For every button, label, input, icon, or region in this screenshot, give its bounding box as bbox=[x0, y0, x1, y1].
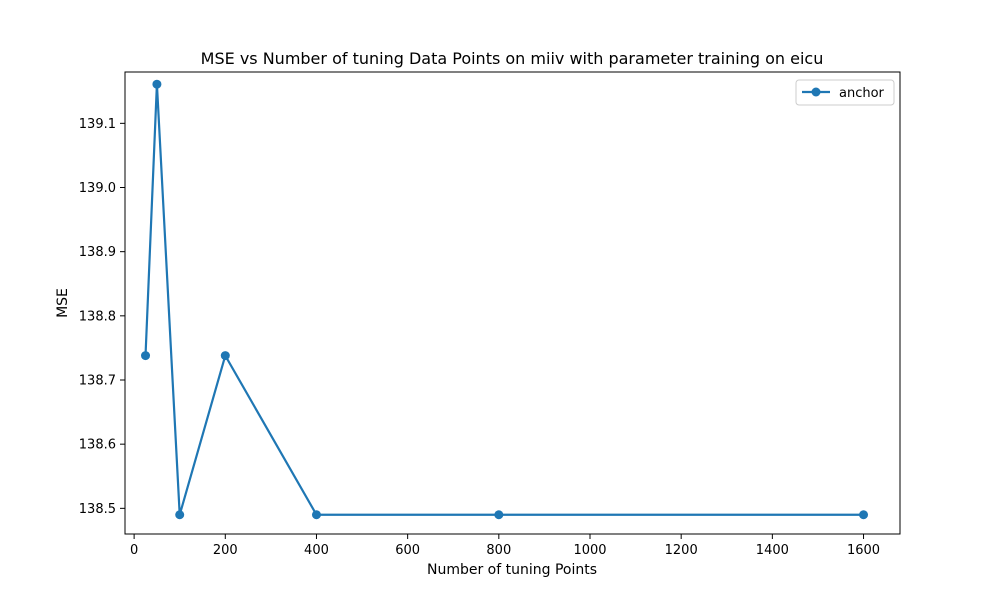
x-tick-label: 200 bbox=[213, 543, 238, 558]
x-tick-label: 1000 bbox=[573, 543, 606, 558]
y-tick-label: 138.6 bbox=[79, 438, 116, 453]
y-axis-label: MSE bbox=[55, 288, 71, 318]
data-point bbox=[311, 510, 321, 520]
y-tick-label: 138.9 bbox=[79, 245, 116, 260]
x-axis: 0 200 400 600 800 1000 1200 1400 1600 bbox=[130, 534, 880, 558]
y-tick-label: 139.1 bbox=[79, 117, 116, 132]
data-point bbox=[175, 510, 185, 520]
plot-frame bbox=[124, 71, 901, 535]
data-point bbox=[494, 510, 504, 520]
y-tick-label: 139.0 bbox=[79, 181, 116, 196]
x-tick-label: 0 bbox=[130, 543, 138, 558]
chart-title: MSE vs Number of tuning Data Points on m… bbox=[201, 49, 824, 68]
x-axis-label: Number of tuning Points bbox=[427, 562, 597, 578]
legend: anchor bbox=[795, 79, 895, 106]
x-tick-label: 1200 bbox=[665, 543, 698, 558]
x-tick-label: 400 bbox=[304, 543, 329, 558]
data-point bbox=[220, 351, 230, 361]
legend-entry-anchor: anchor bbox=[839, 86, 885, 101]
x-tick-label: 1400 bbox=[756, 543, 789, 558]
x-tick-label: 1600 bbox=[847, 543, 880, 558]
legend-marker-swatch bbox=[811, 87, 821, 97]
data-point bbox=[859, 510, 869, 520]
series-line-anchor bbox=[144, 83, 864, 516]
x-tick-label: 800 bbox=[486, 543, 511, 558]
y-tick-label: 138.8 bbox=[79, 309, 116, 324]
data-point bbox=[141, 351, 151, 361]
y-tick-label: 138.5 bbox=[79, 502, 116, 517]
y-axis: 138.5 138.6 138.7 138.8 138.9 139.0 139.1 bbox=[79, 117, 125, 517]
y-tick-label: 138.7 bbox=[79, 374, 116, 389]
legend-box bbox=[795, 79, 895, 106]
data-point bbox=[152, 79, 162, 89]
x-tick-label: 600 bbox=[395, 543, 420, 558]
plot-area bbox=[141, 79, 869, 520]
